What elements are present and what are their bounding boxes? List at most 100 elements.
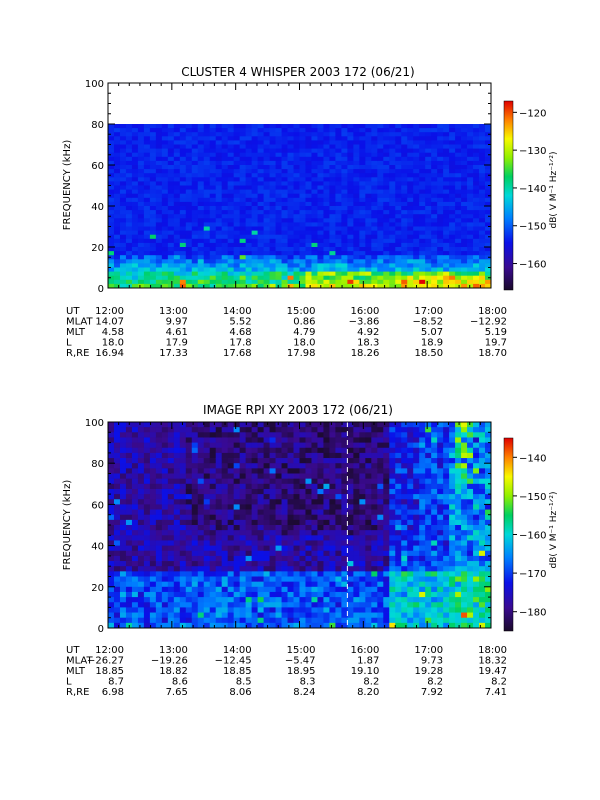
spectrogram-cell [209, 144, 217, 149]
spectrogram-cell [377, 193, 384, 199]
spectrogram-cell [443, 181, 450, 186]
spectrogram-cell [353, 251, 360, 256]
spectrogram-cell [191, 169, 199, 174]
spectrogram-cell [407, 422, 414, 428]
spectrogram-cell [227, 214, 235, 219]
spectrogram-cell [371, 165, 378, 170]
spectrogram-cell [239, 550, 247, 557]
spectrogram-cell [215, 124, 223, 129]
spectrogram-cell [323, 210, 330, 215]
spectrogram-cell [335, 530, 342, 536]
spectrogram-cell [395, 267, 402, 272]
spectrogram-cell [275, 128, 282, 133]
spectrogram-cell [275, 140, 282, 145]
spectrogram-cell [317, 473, 324, 480]
ephemeris-value: 18.3 [357, 338, 379, 349]
spectrogram-cell [245, 222, 253, 227]
spectrogram-cell [179, 247, 187, 252]
spectrogram-cell [431, 478, 438, 485]
spectrogram-cell [287, 586, 294, 593]
spectrogram-cell [275, 427, 282, 433]
spectrogram-cell [281, 185, 288, 190]
spectrogram-cell [215, 271, 223, 277]
spectrogram-cell [353, 576, 360, 583]
spectrogram-cell [347, 283, 354, 289]
spectrogram-cell [149, 561, 157, 567]
spectrogram-cell [473, 242, 480, 248]
spectrogram-cell [335, 165, 342, 170]
spectrogram-cell [335, 452, 342, 459]
spectrogram-cell [257, 586, 264, 593]
spectrogram-cell [323, 530, 330, 536]
spectrogram-cell [443, 132, 450, 137]
spectrogram-cell [425, 535, 432, 541]
spectrogram-cell [455, 242, 462, 248]
spectrogram-cell [131, 535, 139, 541]
spectrogram-cell [395, 234, 402, 240]
spectrogram-cell [185, 218, 193, 223]
spectrogram-cell [389, 177, 396, 182]
spectrogram-cell [305, 251, 312, 256]
spectrogram-cell [371, 160, 378, 166]
spectrogram-cell [359, 458, 366, 464]
spectrogram-cell [455, 185, 462, 190]
spectrogram-cell [407, 165, 414, 170]
spectrogram-cell [143, 189, 151, 195]
spectrogram-cell [389, 283, 396, 289]
spectrogram-cell [137, 442, 145, 449]
spectrogram-cell [137, 478, 145, 485]
spectrogram-cell [245, 566, 253, 572]
spectrogram-cell [413, 226, 420, 231]
spectrogram-cell [323, 160, 330, 166]
spectrogram-cell [287, 422, 294, 428]
spectrogram-cell [437, 263, 444, 268]
spectrogram-cell [251, 540, 259, 546]
spectrogram-cell [431, 251, 438, 256]
spectrogram-cell [197, 468, 205, 474]
spectrogram-cell [383, 181, 390, 186]
spectrogram-cell [263, 259, 270, 264]
spectrogram-cell [251, 555, 259, 562]
spectrogram-cell [215, 222, 223, 227]
spectrogram-cell [269, 222, 276, 227]
spectrogram-cell [431, 473, 438, 480]
spectrogram-cell [125, 271, 133, 277]
spectrogram-cell [239, 514, 247, 521]
spectrogram-cell [263, 509, 270, 516]
spectrogram-cell [173, 242, 181, 248]
spectrogram-cell [167, 259, 175, 264]
spectrogram-cell [365, 144, 372, 149]
spectrogram-cell [203, 238, 211, 244]
spectrogram-cell [383, 185, 390, 190]
spectrogram-cell [161, 427, 169, 433]
spectrogram-cell [263, 189, 270, 195]
spectrogram-cell [329, 602, 336, 608]
spectrogram-cell [293, 201, 300, 207]
spectrogram-cell [293, 617, 300, 624]
spectrogram-cell [215, 144, 223, 149]
spectrogram-cell [143, 279, 151, 285]
spectrogram-cell [191, 148, 199, 154]
spectrogram-cell [371, 267, 378, 272]
spectrogram-cell [108, 597, 115, 603]
spectrogram-cell [311, 128, 318, 133]
spectrogram-cell [155, 242, 163, 248]
spectrogram-cell [173, 201, 181, 207]
spectrogram-cell [293, 230, 300, 236]
spectrogram-cell [155, 494, 163, 500]
spectrogram-cell [275, 468, 282, 474]
spectrogram-cell [353, 550, 360, 557]
spectrogram-cell [167, 242, 175, 248]
spectrogram-cell [401, 612, 408, 619]
spectrogram-cell [251, 160, 259, 166]
spectrogram-cell [227, 432, 235, 438]
spectrogram-cell [449, 283, 456, 289]
spectrogram-cell [437, 148, 444, 154]
spectrogram-cell [137, 247, 145, 252]
spectrogram-cell [197, 189, 205, 195]
spectrogram-cell [455, 275, 462, 281]
spectrogram-cell [317, 437, 324, 443]
spectrogram-cell [131, 189, 139, 195]
spectrogram-cell [161, 494, 169, 500]
